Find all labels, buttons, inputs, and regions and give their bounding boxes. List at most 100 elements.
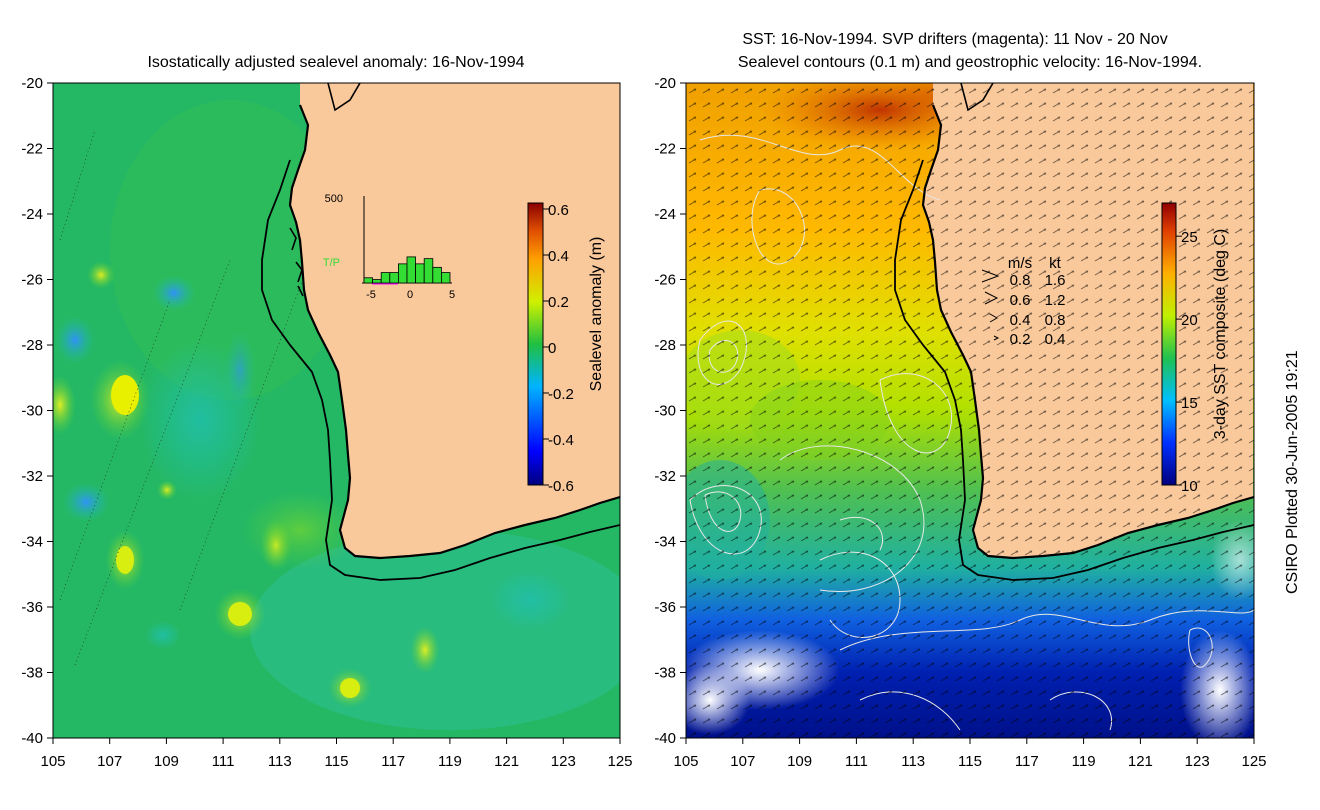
lon-tick-label: 121: [1128, 753, 1153, 770]
lat-tick-label: -22: [21, 141, 43, 158]
lon-tick-label: 115: [958, 753, 982, 770]
lat-tick-label: -34: [21, 534, 43, 551]
colorbar-tick-label: 10: [1181, 478, 1198, 495]
velocity-legend-kt: 1.6: [1045, 272, 1066, 289]
lat-tick-label: -40: [654, 730, 676, 747]
lat-tick-label: -38: [21, 665, 43, 682]
colorbar-tick-label: 0.6: [548, 202, 569, 219]
velocity-legend-ms: 0.6: [1010, 292, 1031, 309]
right-lat-axis: -20 -22 -24 -26 -28 -30 -32 -34 -36 -38 -40: [654, 75, 686, 747]
histogram-bar: [440, 272, 451, 284]
left-lat-axis: -20 -22 -24 -26 -28 -30 -32 -34 -36 -38 -40: [21, 75, 53, 747]
lon-tick-label: 105: [40, 753, 65, 770]
lat-tick-label: -28: [21, 337, 43, 354]
lon-tick-label: 115: [325, 753, 349, 770]
lat-tick-label: -28: [654, 337, 676, 354]
velocity-arrow-icon: [984, 291, 999, 305]
colorbar-tick-label: -0.4: [548, 432, 574, 449]
velocity-legend-ms: 0.8: [1010, 272, 1031, 289]
lat-tick-label: -32: [654, 468, 676, 485]
histogram-bar: [380, 272, 391, 284]
lat-tick-label: -20: [21, 75, 43, 92]
histogram-bar: [415, 263, 425, 284]
lat-tick-label: -38: [654, 665, 676, 682]
histogram-bar: [406, 256, 417, 284]
inset-series-label: T/P: [323, 257, 340, 269]
inset-max-label: 500: [325, 193, 343, 205]
lon-tick-label: 107: [97, 753, 122, 770]
sealevel-colorbar-label: Sealevel anomaly (m): [588, 237, 605, 392]
colorbar-tick-label: 0.2: [548, 294, 569, 311]
lon-tick-label: 109: [787, 753, 812, 770]
lon-tick-label: 109: [154, 753, 179, 770]
lon-tick-label: 107: [730, 753, 755, 770]
colorbar-tick-label: 0.4: [548, 248, 569, 265]
lon-tick-label: 125: [607, 753, 632, 770]
colorbar-tick-label: 20: [1181, 312, 1198, 329]
lat-tick-label: -30: [21, 403, 43, 420]
histogram-bar: [372, 279, 382, 284]
left-lon-axis: 105 107 109 111 113 115 117 119 121 123 125: [40, 738, 633, 770]
histogram-bar: [397, 263, 408, 284]
lat-tick-label: -34: [654, 534, 676, 551]
colorbar-tick-label: 0: [548, 340, 556, 357]
sst-colorbar-ramp: [1161, 202, 1177, 486]
lon-tick-label: 117: [381, 753, 405, 770]
lon-tick-label: 121: [494, 753, 519, 770]
velocity-arrow-icon: [981, 269, 1000, 283]
histogram-bar: [423, 258, 434, 284]
lat-tick-label: -26: [21, 272, 43, 289]
velocity-legend-header-kt: kt: [1049, 255, 1062, 272]
lat-tick-label: -30: [654, 403, 676, 420]
velocity-arrow-icon: [993, 335, 1000, 341]
lat-tick-label: -24: [654, 206, 676, 223]
lat-tick-label: -20: [654, 75, 676, 92]
lon-tick-label: 111: [212, 753, 235, 770]
sealevel-colorbar-ramp: [527, 202, 544, 486]
left-map-panel: [53, 83, 620, 738]
left-panel-title: Isostatically adjusted sealevel anomaly:…: [147, 54, 524, 71]
velocity-legend-header-ms: m/s: [1008, 255, 1032, 272]
velocity-legend-ms: 0.4: [1010, 312, 1031, 329]
sst-colorbar-label: 3-day SST composite (deg C): [1212, 229, 1229, 439]
right-lon-axis: 105 107 109 111 113 115 117 119 121 123 125: [673, 738, 1267, 770]
lat-tick-label: -36: [21, 599, 43, 616]
right-panel-title-line1: SST: 16-Nov-1994. SVP drifters (magenta)…: [742, 31, 1167, 48]
lon-tick-label: 111: [845, 753, 868, 770]
histogram-bar: [363, 277, 374, 284]
velocity-arrow-icon: [989, 313, 999, 323]
plot-credit: CSIRO Plotted 30-Jun-2005 19:21: [1284, 350, 1301, 594]
histogram-bar: [432, 266, 442, 284]
lat-tick-label: -24: [21, 206, 43, 223]
inset-x-tick: 0: [407, 289, 413, 301]
lat-tick-label: -40: [21, 730, 43, 747]
velocity-legend-ms: 0.2: [1010, 331, 1031, 348]
lat-tick-label: -22: [654, 141, 676, 158]
sst-colorbar: 25 20 15 10 3-day SST composite (deg C): [1161, 202, 1229, 495]
velocity-legend: m/s kt 0.8 1.6 0.6 1.2 0.4 0.8 0.2 0.4: [981, 255, 1066, 348]
right-panel-title-line2: Sealevel contours (0.1 m) and geostrophi…: [738, 54, 1202, 71]
colorbar-tick-label: -0.6: [548, 478, 574, 495]
lon-tick-label: 105: [673, 753, 698, 770]
lon-tick-label: 125: [1241, 753, 1266, 770]
colorbar-tick-label: 15: [1181, 395, 1198, 412]
lon-tick-label: 117: [1015, 753, 1039, 770]
inset-x-tick: 5: [449, 289, 455, 301]
velocity-legend-kt: 0.8: [1045, 312, 1066, 329]
lat-tick-label: -26: [654, 272, 676, 289]
lon-tick-label: 113: [268, 753, 292, 770]
velocity-legend-kt: 0.4: [1045, 331, 1066, 348]
lat-tick-label: -36: [654, 599, 676, 616]
lon-tick-label: 123: [1185, 753, 1210, 770]
lon-tick-label: 119: [1072, 753, 1096, 770]
histogram-bar: [389, 272, 399, 284]
right-map-panel: [686, 83, 1254, 738]
colorbar-tick-label: 25: [1181, 229, 1198, 246]
lon-tick-label: 123: [551, 753, 576, 770]
lon-tick-label: 113: [901, 753, 925, 770]
sealevel-colorbar: 0.6 0.4 0.2 0 -0.2 -0.4 -0.6 Sealevel anomaly …: [527, 202, 605, 495]
colorbar-tick-label: -0.2: [548, 386, 574, 403]
velocity-legend-kt: 1.2: [1045, 292, 1066, 309]
lat-tick-label: -32: [21, 468, 43, 485]
